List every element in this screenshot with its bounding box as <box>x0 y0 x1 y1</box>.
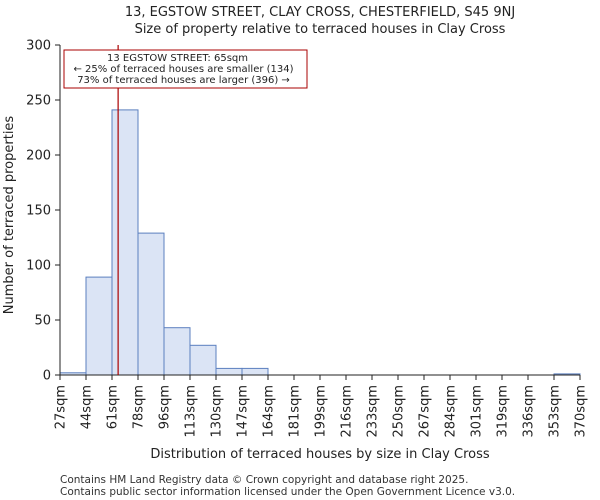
x-tick-label: 164sqm <box>262 385 277 438</box>
y-tick-label: 200 <box>26 149 51 164</box>
x-tick-label: 113sqm <box>184 385 199 438</box>
footer-line-1: Contains HM Land Registry data © Crown c… <box>60 474 468 486</box>
x-tick-label: 61sqm <box>106 385 121 429</box>
x-tick-label: 284sqm <box>444 385 459 438</box>
x-tick-label: 301sqm <box>470 385 485 438</box>
x-tick-label: 147sqm <box>236 385 251 438</box>
bar-113sqm <box>189 344 217 376</box>
y-axis-label: Number of terraced properties <box>2 116 17 315</box>
x-tick-label: 370sqm <box>574 385 589 438</box>
chart-subtitle: Size of property relative to terraced ho… <box>135 22 506 37</box>
x-tick-label: 353sqm <box>548 385 563 438</box>
y-tick-label: 250 <box>26 94 51 109</box>
annotation-line-1: 13 EGSTOW STREET: 65sqm <box>107 53 248 64</box>
chart-title: 13, EGSTOW STREET, CLAY CROSS, CHESTERFI… <box>125 5 515 20</box>
y-ticks-group: 0 50 100 150 200 250 300 <box>26 39 60 384</box>
bar-96sqm <box>163 327 191 376</box>
bars-group <box>59 109 581 376</box>
bar-130sqm <box>215 367 243 376</box>
bar-78sqm <box>137 232 165 376</box>
x-tick-label: 78sqm <box>132 385 147 429</box>
x-tick-label: 181sqm <box>288 385 303 438</box>
annotation-line-3: 73% of terraced houses are larger (396) … <box>77 75 290 86</box>
x-tick-label: 130sqm <box>210 385 225 438</box>
x-tick-label: 319sqm <box>496 385 511 438</box>
x-tick-label: 250sqm <box>392 385 407 438</box>
bar-61sqm <box>111 109 139 376</box>
x-ticks-group: 27sqm 44sqm 61sqm 78sqm 96sqm 113sqm 130sqm 147… <box>54 375 589 438</box>
x-axis-label: Distribution of terraced houses by size … <box>150 447 490 462</box>
x-tick-label: 199sqm <box>314 385 329 438</box>
x-tick-label: 233sqm <box>366 385 381 438</box>
annotation-box <box>63 49 308 89</box>
y-tick-label: 100 <box>26 259 51 274</box>
x-tick-label: 44sqm <box>80 385 95 429</box>
y-tick-label: 300 <box>26 39 51 54</box>
y-tick-label: 150 <box>26 204 51 219</box>
footer-line-2: Contains public sector information licen… <box>60 486 515 498</box>
x-tick-label: 216sqm <box>340 385 355 438</box>
x-tick-label: 27sqm <box>54 385 69 429</box>
bar-44sqm <box>85 276 113 376</box>
x-tick-label: 336sqm <box>522 385 537 438</box>
y-tick-label: 50 <box>34 314 51 329</box>
annotation-line-2: ← 25% of terraced houses are smaller (13… <box>73 64 293 75</box>
x-tick-label: 267sqm <box>418 385 433 438</box>
y-tick-label: 0 <box>43 369 51 384</box>
bar-147sqm <box>241 367 269 376</box>
x-tick-label: 96sqm <box>158 385 173 429</box>
